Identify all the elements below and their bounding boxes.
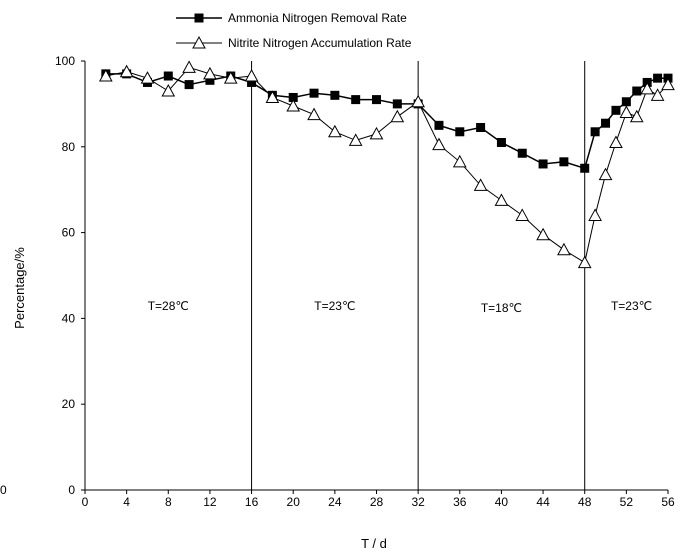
y-tick-label: 40 <box>62 311 76 325</box>
data-point-triangle <box>661 77 675 91</box>
data-point-triangle <box>588 208 602 221</box>
legend-marker-triangle <box>192 35 206 49</box>
x-tick-label: 56 <box>661 495 675 509</box>
data-point-square <box>351 95 361 105</box>
data-point-triangle <box>640 81 655 95</box>
x-tick-label: 24 <box>328 495 342 509</box>
data-point-triangle <box>307 107 321 121</box>
data-point-square <box>434 120 444 130</box>
y-tick-label: 60 <box>62 226 76 240</box>
x-tick-label: 16 <box>245 495 259 509</box>
data-point-triangle <box>577 255 592 269</box>
data-point-square <box>247 77 257 87</box>
series-ammonia <box>101 69 673 173</box>
annotations: T=28℃ T=23℃ T=18℃ T=23℃ <box>148 299 652 315</box>
x-tick-label: 12 <box>203 495 217 509</box>
data-point-square <box>184 80 194 90</box>
data-point-square <box>455 127 465 137</box>
x-tick-label: 20 <box>287 495 301 509</box>
data-point-square <box>496 138 506 148</box>
temperature-boundaries <box>251 61 586 490</box>
data-point-triangle <box>390 109 405 123</box>
data-point-triangle <box>473 178 488 191</box>
data-point-square <box>611 105 621 115</box>
data-point-square <box>330 90 340 100</box>
temperature-label: T=23℃ <box>314 299 355 313</box>
data-point-triangle <box>223 71 238 84</box>
data-point-triangle <box>203 66 217 80</box>
data-point-square <box>621 97 631 107</box>
stray-zero-label: 0 <box>0 483 7 497</box>
data-point-triangle <box>411 94 425 108</box>
data-point-triangle <box>536 227 550 241</box>
x-tick-label: 44 <box>536 495 550 509</box>
data-point-square <box>590 127 600 137</box>
data-point-square <box>653 73 663 83</box>
data-point-triangle <box>98 68 113 82</box>
data-point-triangle <box>265 90 280 103</box>
x-tick-label: 0 <box>82 495 89 509</box>
data-point-square <box>517 148 527 158</box>
data-point-triangle <box>557 242 571 256</box>
data-point-square <box>205 75 215 85</box>
x-axis-title: T / d <box>361 536 387 551</box>
x-tick-label: 36 <box>453 495 467 509</box>
series-layer <box>98 60 675 269</box>
temperature-label: T=18℃ <box>481 301 522 315</box>
data-point-square <box>392 99 402 109</box>
data-point-triangle <box>161 83 176 97</box>
y-tick-label: 20 <box>62 397 76 411</box>
x-tick-label: 52 <box>620 495 634 509</box>
x-tick-label: 32 <box>411 495 425 509</box>
data-point-square <box>632 86 642 96</box>
data-point-triangle <box>515 208 530 221</box>
data-point-square <box>163 71 173 81</box>
data-point-triangle <box>119 64 134 78</box>
legend-label-ammonia: Ammonia Nitrogen Removal Rate <box>228 11 407 25</box>
legend: Ammonia Nitrogen Removal Rate Nitrite Ni… <box>176 11 412 50</box>
data-point-triangle <box>452 154 467 168</box>
x-tick-label: 8 <box>165 495 172 509</box>
data-point-triangle <box>629 109 644 123</box>
x-tick-label: 40 <box>495 495 509 509</box>
series-nitrite <box>98 60 675 269</box>
data-point-square <box>559 157 569 167</box>
data-point-square <box>601 118 611 128</box>
data-point-triangle <box>328 124 342 138</box>
data-point-triangle <box>650 88 665 101</box>
temperature-label: T=28℃ <box>148 299 189 313</box>
data-point-square <box>538 159 548 169</box>
data-point-triangle <box>432 137 446 151</box>
data-point-triangle <box>348 133 363 146</box>
legend-label-nitrite: Nitrite Nitrogen Accumulation Rate <box>228 36 412 50</box>
data-point-square <box>372 95 381 105</box>
data-point-triangle <box>286 99 301 112</box>
data-point-triangle <box>244 68 259 82</box>
data-point-triangle <box>369 126 384 140</box>
data-point-square <box>580 163 590 173</box>
x-tick-label: 28 <box>370 495 384 509</box>
data-point-square <box>476 122 486 132</box>
legend-marker-square <box>194 13 204 23</box>
data-point-triangle <box>494 193 509 206</box>
data-point-square <box>288 92 298 102</box>
data-point-triangle <box>182 60 196 73</box>
data-point-triangle <box>140 71 155 84</box>
y-axis-title: Percentage/% <box>12 247 27 329</box>
x-tick-label: 4 <box>123 495 130 509</box>
temperature-label: T=23℃ <box>611 299 652 313</box>
x-tick-label: 48 <box>578 495 592 509</box>
data-point-square <box>309 88 319 98</box>
data-point-triangle <box>619 105 634 118</box>
y-tick-label: 80 <box>62 140 76 154</box>
y-tick-label: 0 <box>68 483 75 497</box>
y-tick-label: 100 <box>55 54 75 68</box>
data-point-triangle <box>598 167 613 181</box>
data-point-triangle <box>609 135 623 149</box>
